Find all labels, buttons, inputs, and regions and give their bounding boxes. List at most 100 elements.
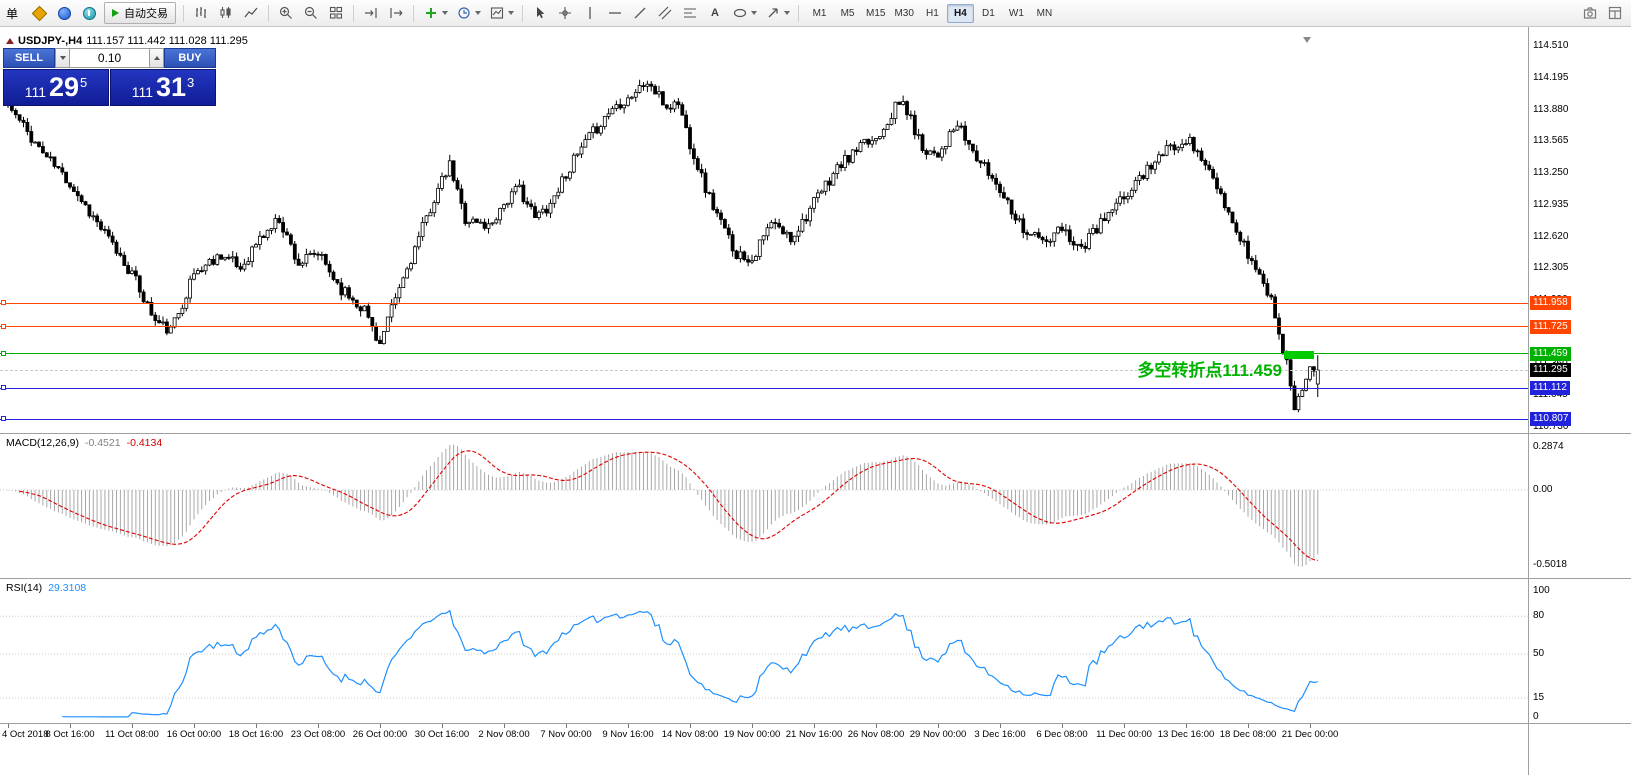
highlight-rectangle[interactable] [1284, 351, 1314, 359]
text-tool-button[interactable]: A [703, 2, 727, 24]
periods-button[interactable] [452, 2, 476, 24]
bar-chart-mode-button[interactable] [189, 2, 213, 24]
buy-button[interactable]: BUY [164, 48, 216, 68]
arrows-tool-button[interactable] [761, 2, 785, 24]
chart-shift-marker[interactable] [1303, 37, 1311, 43]
timeframe-w1-button[interactable]: W1 [1008, 7, 1024, 19]
date-axis-tickmark [690, 724, 691, 728]
fibonacci-icon [684, 8, 697, 18]
price-axis-tick: 110.730 [1533, 421, 1569, 432]
toolbar-separator [268, 4, 270, 22]
vertical-line-tool-button[interactable] [578, 2, 602, 24]
toolbar-separator [183, 4, 185, 22]
dropdown-caret[interactable] [475, 11, 482, 15]
timeframe-m15-button[interactable]: M15 [866, 7, 886, 19]
level-price-badge: 111.725 [1530, 319, 1571, 334]
timeframe-m30-button[interactable]: M30 [894, 7, 914, 19]
volume-increase-button[interactable] [149, 48, 164, 68]
volume-input[interactable]: 0.10 [70, 48, 149, 68]
date-axis-label: 13 Dec 16:00 [1157, 729, 1215, 740]
data-window-button[interactable] [77, 2, 101, 24]
date-axis-tickmark [1062, 724, 1063, 728]
tile-windows-button[interactable] [324, 2, 348, 24]
dropdown-caret[interactable] [784, 11, 791, 15]
timeframe-m5-button[interactable]: M5 [840, 7, 855, 19]
auto-scroll-button[interactable] [359, 2, 383, 24]
screenshot-button[interactable] [1578, 2, 1602, 24]
date-axis-label: 21 Nov 16:00 [785, 729, 843, 740]
date-axis-label: 26 Oct 00:00 [352, 729, 408, 740]
cursor-tool-button[interactable] [528, 2, 552, 24]
timeframe-h1-button[interactable]: H1 [926, 7, 939, 19]
layout-button[interactable] [1603, 2, 1627, 24]
dropdown-caret[interactable] [751, 11, 758, 15]
channel-tool-button[interactable] [653, 2, 677, 24]
indicators-button[interactable] [419, 2, 443, 24]
order-menu-label[interactable]: 单 [6, 6, 19, 21]
turning-point-annotation[interactable]: 多空转折点111.459 [1137, 361, 1282, 380]
timeframe-h4-button[interactable]: H4 [946, 3, 974, 23]
crosshair-icon [559, 7, 572, 19]
date-axis-tickmark [814, 724, 815, 728]
line-chart-mode-button[interactable] [239, 2, 263, 24]
fibonacci-tool-button[interactable] [678, 2, 702, 24]
dropdown-caret[interactable] [442, 11, 449, 15]
date-axis-label: 23 Oct 08:00 [290, 729, 346, 740]
chart-header: USDJPY-,H4 111.157 111.442 111.028 111.2… [6, 35, 248, 47]
zoom-out-button[interactable] [299, 2, 323, 24]
crosshair-tool-button[interactable] [553, 2, 577, 24]
timeframe-group: M1 M5 M15 M30 H1 H4 D1 W1 MN [806, 3, 1058, 23]
buy-price-prefix: 111 [131, 83, 153, 100]
zoom-in-button[interactable] [274, 2, 298, 24]
macd-panel-separator[interactable] [0, 433, 1631, 434]
horizontal-line-tool-button[interactable] [603, 2, 627, 24]
date-axis-label: 19 Nov 00:00 [723, 729, 781, 740]
date-axis-label: 9 Nov 16:00 [602, 729, 654, 740]
date-axis-tickmark [194, 724, 195, 728]
date-axis-tickmark [70, 724, 71, 728]
macd-name: MACD(12,26,9) [6, 437, 79, 449]
sell-button[interactable]: SELL [3, 48, 55, 68]
date-axis-tickmark [256, 724, 257, 728]
timeframe-mn-button[interactable]: MN [1036, 7, 1053, 19]
rsi-axis-tick: 100 [1533, 585, 1550, 596]
one-click-collapse-icon[interactable] [6, 38, 14, 44]
candlestick-mode-button[interactable] [214, 2, 238, 24]
price-scale-separator [1528, 27, 1529, 775]
date-axis-tickmark [1310, 724, 1311, 728]
level-price-badge: 111.112 [1530, 381, 1570, 396]
date-axis-tickmark [1248, 724, 1249, 728]
template-icon [490, 7, 504, 19]
market-watch-button[interactable] [52, 2, 76, 24]
market-watch-icon [57, 6, 71, 20]
date-axis-label: 30 Oct 16:00 [414, 729, 470, 740]
main-toolbar: 单 自动交易 [0, 0, 1631, 27]
timeframe-m1-button[interactable]: M1 [812, 7, 827, 19]
autotrading-button[interactable]: 自动交易 [104, 2, 177, 24]
date-axis-label: 21 Dec 00:00 [1281, 729, 1339, 740]
macd-signal-value: -0.4134 [126, 437, 163, 449]
tile-windows-icon [329, 6, 343, 19]
channel-icon [658, 6, 672, 20]
buy-price-display[interactable]: 111 31 3 [110, 69, 216, 106]
time-scale[interactable]: 4 Oct 2018 8 Oct 16:00 11 Oct 08:00 16 Oct … [0, 723, 1528, 745]
chevron-down-icon [59, 56, 66, 60]
vertical-line-icon [589, 7, 591, 19]
chart-shift-button[interactable] [384, 2, 408, 24]
shapes-tool-button[interactable] [728, 2, 752, 24]
trendline-tool-button[interactable] [628, 2, 652, 24]
timeframe-d1-button[interactable]: D1 [982, 7, 995, 19]
price-scale[interactable]: 114.510 114.195 113.880 113.565 113.250 112.9… [1529, 27, 1631, 775]
dropdown-caret[interactable] [508, 11, 515, 15]
rsi-panel-separator[interactable] [0, 578, 1631, 579]
new-order-button[interactable] [27, 2, 51, 24]
date-axis-label: 4 Oct 2018 [2, 729, 49, 740]
info-icon [82, 6, 96, 20]
volume-decrease-button[interactable] [55, 48, 70, 68]
date-axis-label: 16 Oct 00:00 [166, 729, 222, 740]
price-axis-tick: 113.880 [1533, 103, 1569, 115]
templates-button[interactable] [485, 2, 509, 24]
sell-price-display[interactable]: 111 29 5 [3, 69, 109, 106]
